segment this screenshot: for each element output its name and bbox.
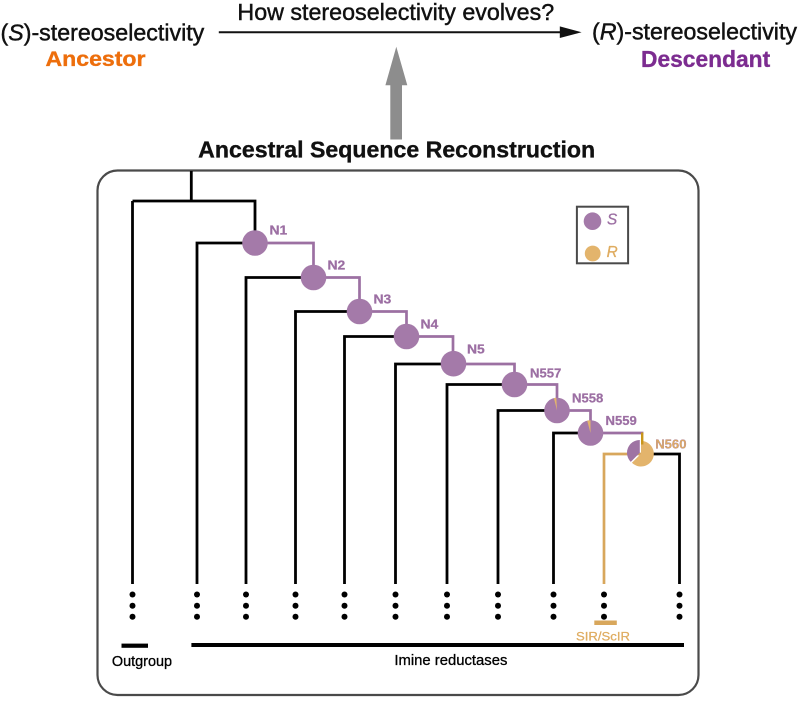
svg-text:N2: N2	[328, 258, 346, 273]
svg-text:N558: N558	[572, 391, 603, 406]
svg-text:(S)-stereoselectivity: (S)-stereoselectivity	[1, 19, 205, 45]
svg-text:N3: N3	[374, 292, 392, 307]
svg-text:Ancestor: Ancestor	[46, 48, 146, 71]
svg-text:R: R	[607, 244, 618, 261]
svg-text:Ancestral Sequence Reconstruct: Ancestral Sequence Reconstruction	[198, 137, 595, 163]
svg-text:(R)-stereoselectivity: (R)-stereoselectivity	[592, 18, 797, 44]
svg-text:N557: N557	[530, 365, 561, 380]
svg-text:How stereoselectivity evolves?: How stereoselectivity evolves?	[237, 0, 554, 25]
svg-text:N5: N5	[467, 342, 485, 357]
svg-text:S: S	[607, 212, 618, 229]
svg-text:N1: N1	[270, 223, 288, 238]
svg-text:SIR/ScIR: SIR/ScIR	[576, 631, 630, 643]
svg-text:N560: N560	[655, 437, 686, 452]
svg-text:N4: N4	[421, 317, 440, 332]
svg-text:Descendant: Descendant	[641, 46, 771, 72]
svg-text:Outgroup: Outgroup	[112, 654, 172, 670]
svg-text:Imine reductases: Imine reductases	[394, 653, 507, 669]
svg-text:N559: N559	[606, 413, 637, 428]
